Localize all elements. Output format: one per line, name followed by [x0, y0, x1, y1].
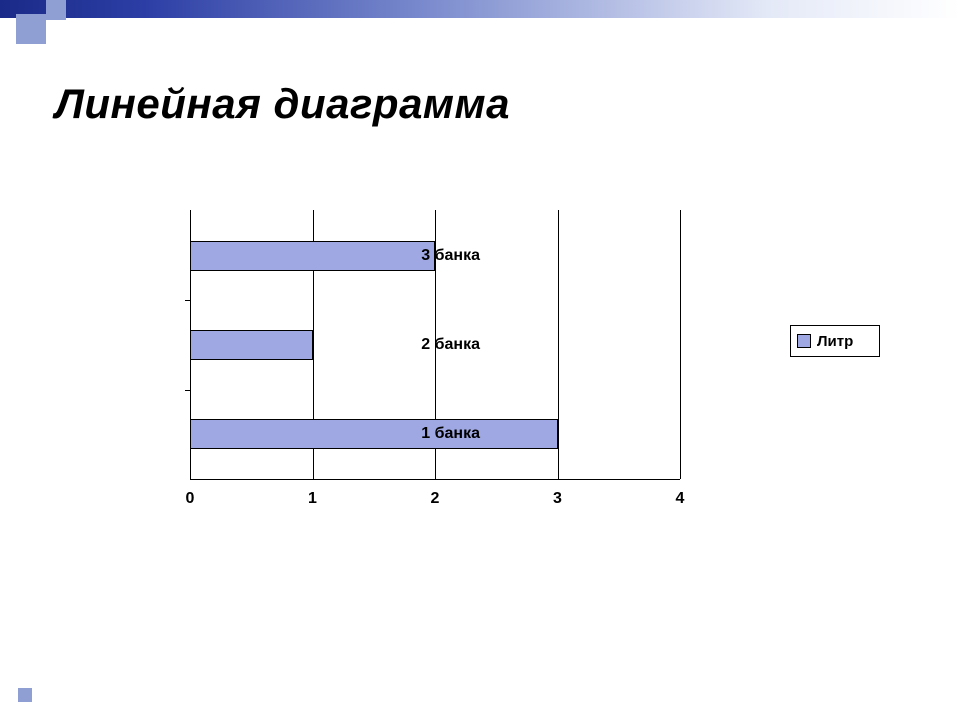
chart-bar — [190, 330, 313, 360]
chart-y-tick — [185, 390, 190, 391]
chart-y-tick — [185, 300, 190, 301]
chart-x-tick-label: 2 — [431, 490, 440, 508]
chart-x-tick-label: 4 — [676, 490, 685, 508]
chart-bar — [190, 241, 435, 271]
accent-square-small — [46, 0, 66, 20]
accent-square-large — [16, 14, 46, 44]
legend-swatch — [797, 334, 811, 348]
header-stripe — [0, 0, 960, 18]
chart-bar — [190, 419, 558, 449]
chart-x-tick-label: 1 — [308, 490, 317, 508]
chart-x-tick-label: 0 — [186, 490, 195, 508]
page-title: Линейная диаграмма — [55, 80, 510, 128]
legend-label: Литр — [817, 333, 853, 350]
chart-legend: Литр — [790, 325, 880, 357]
chart-y-category-label: 2 банка — [421, 336, 480, 354]
slide: Линейная диаграмма Литр 0 1 2 3 4 1 банка 2 ба… — [0, 0, 960, 720]
chart-y-category-label: 3 банка — [421, 247, 480, 265]
chart-y-category-label: 1 банка — [421, 425, 480, 443]
chart-gridline — [558, 210, 559, 479]
chart-x-tick-label: 3 — [553, 490, 562, 508]
chart: Литр 0 1 2 3 4 1 банка 2 банка 3 банка — [90, 210, 880, 550]
chart-gridline — [680, 210, 681, 479]
accent-square-footer — [18, 688, 32, 702]
